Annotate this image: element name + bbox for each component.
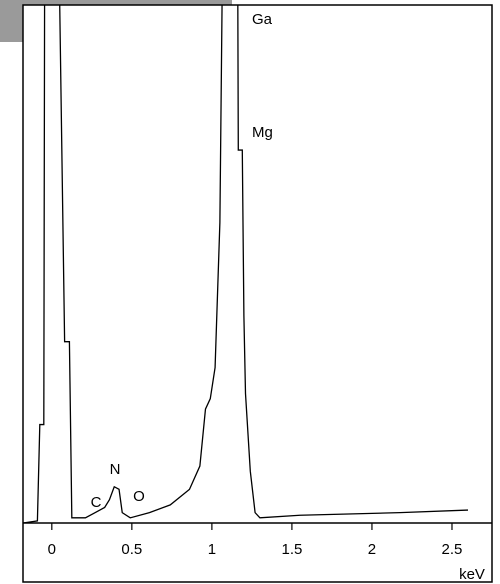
spectrum-line [23,5,469,524]
peak-label: O [133,488,145,505]
peak-label: Mg [252,124,273,141]
x-tick-label: 2.5 [442,541,463,558]
x-tick-label: 2 [368,541,376,558]
peak-label: N [110,461,121,478]
plot-frame [22,4,493,583]
x-tick-label: 0.5 [121,541,142,558]
x-tick-label: 0 [48,541,56,558]
x-tick-label: 1.5 [281,541,302,558]
peak-label: Ga [252,11,273,28]
x-tick-label: 1 [208,541,216,558]
x-axis-label: keV [459,566,485,583]
peak-label: C [91,494,102,511]
